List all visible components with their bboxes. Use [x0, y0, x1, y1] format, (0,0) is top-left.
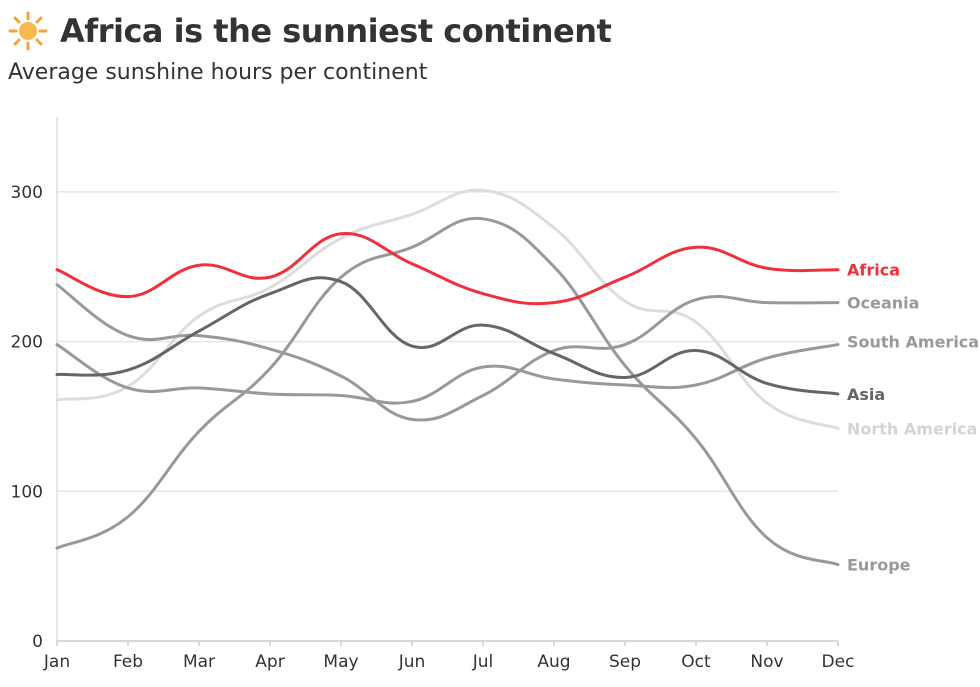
chart-header: Africa is the sunniest continent Average… — [8, 8, 612, 85]
y-tick-label: 0 — [32, 632, 43, 652]
x-tick-label: Oct — [681, 652, 711, 672]
series-line-south-america — [55, 343, 840, 405]
y-tick-label: 200 — [11, 333, 43, 353]
x-tick-label: Dec — [822, 652, 855, 672]
series-line-europe — [55, 216, 840, 567]
x-tick-label: Aug — [537, 652, 570, 672]
x-tick-label: May — [323, 652, 358, 672]
x-tick-label: Nov — [750, 652, 783, 672]
y-tick-label: 100 — [11, 482, 43, 502]
series-line-oceania — [55, 283, 840, 422]
x-tick-label: Sep — [609, 652, 641, 672]
series-label-south-america: South America — [847, 333, 979, 352]
series-label-europe: Europe — [847, 556, 911, 575]
x-tick-label: Jul — [472, 652, 494, 672]
series-line-asia — [55, 276, 840, 396]
x-tick-label: Jun — [398, 652, 426, 672]
series-label-oceania: Oceania — [847, 294, 919, 313]
series-label-africa: Africa — [847, 261, 900, 280]
x-tick-label: Feb — [113, 652, 143, 672]
series-line-africa — [55, 232, 840, 306]
chart-title: Africa is the sunniest continent — [60, 12, 612, 50]
x-tick-label: Apr — [255, 652, 284, 672]
x-tick-label: Mar — [183, 652, 215, 672]
chart-subtitle: Average sunshine hours per continent — [8, 60, 428, 85]
series-line-north-america — [55, 188, 840, 430]
series-label-asia: Asia — [847, 385, 885, 404]
x-tick-label: Jan — [43, 652, 70, 672]
sun-icon — [8, 11, 48, 51]
y-tick-label: 300 — [11, 183, 43, 203]
series-label-north-america: North America — [847, 419, 977, 438]
